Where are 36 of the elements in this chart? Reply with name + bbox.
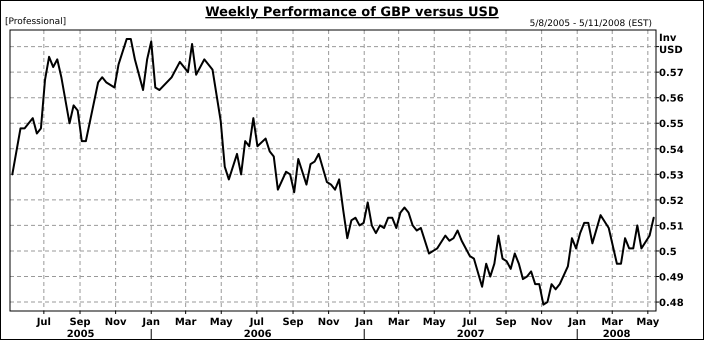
y-axis-title: Inv USD <box>659 33 683 56</box>
x-tick-label: Sep <box>69 317 91 328</box>
x-tick-label: Mar <box>174 317 197 328</box>
x-tick-label: Jul <box>248 317 264 328</box>
x-tick-label: Jan <box>567 317 586 328</box>
x-tick-label: Jan <box>141 317 160 328</box>
y-tick-label: 0.56 <box>659 94 684 105</box>
x-tick-label: Mar <box>601 317 624 328</box>
y-tick-label: 0.49 <box>659 272 684 284</box>
text: 2007 <box>456 329 485 340</box>
x-tick-label: May <box>422 317 446 328</box>
y-tick-label: 0.52 <box>659 196 684 207</box>
x-tick-label: May <box>210 317 234 328</box>
x-tick-label: Jul <box>462 317 477 328</box>
chart-title: Weekly Performance of GBP versus USD <box>205 5 499 20</box>
x-tick-label: Nov <box>318 317 340 328</box>
x-tick-label: Sep <box>282 317 304 328</box>
y-tick-label: 0.5 <box>659 246 677 258</box>
y-tick-label: 0.53 <box>659 170 684 182</box>
chart-subtitle: 5/8/2005 - 5/11/2008 (EST) <box>530 19 652 29</box>
x-tick-label: Sep <box>495 317 517 328</box>
x-tick-label: Jul <box>36 317 51 328</box>
x-tick-label: Nov <box>530 317 553 328</box>
y-tick-label: 0.55 <box>659 119 684 130</box>
y-tick-label: 0.57 <box>659 68 684 80</box>
y-tick-label: 0.51 <box>659 221 684 232</box>
text: 2006 <box>244 329 272 340</box>
x-tick-label: Nov <box>104 317 127 328</box>
y-tick-label: 0.48 <box>659 298 684 310</box>
y-tick-label: 0.54 <box>659 144 684 156</box>
text: [Professional] <box>5 17 66 27</box>
text: 2008 <box>602 329 631 340</box>
x-tick-label: Jan <box>354 317 374 328</box>
x-tick-label: Mar <box>388 317 410 328</box>
text: 2005 <box>66 329 95 340</box>
x-tick-label: May <box>636 317 660 328</box>
